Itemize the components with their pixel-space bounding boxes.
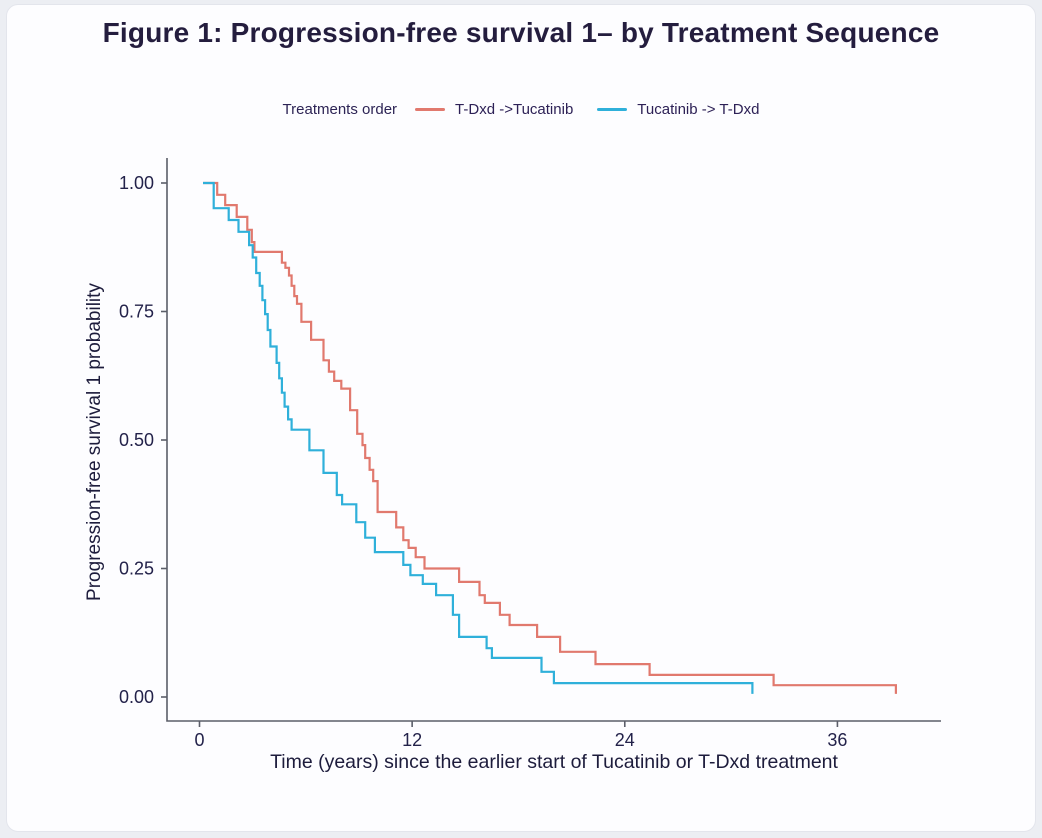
legend-item-1: Tucatinib -> T-Dxd (597, 101, 759, 118)
legend-swatch-0 (415, 108, 446, 111)
legend: Treatments order T-Dxd ->Tucatinib Tucati… (7, 101, 1035, 118)
y-tick-label: 1.00 (119, 173, 154, 193)
x-tick-label: 0 (194, 730, 204, 750)
y-tick-label: 0.25 (119, 559, 154, 579)
figure-title: Figure 1: Progression-free survival 1– b… (102, 17, 940, 48)
x-tick-label: 24 (615, 730, 635, 750)
x-tick-label: 36 (827, 730, 847, 750)
km-curve-0 (203, 181, 897, 694)
y-tick-label: 0.50 (119, 430, 154, 450)
figure-card: Figure 1: Progression-free survival 1– b… (6, 4, 1036, 832)
axis-lines (166, 158, 941, 722)
legend-swatch-1 (597, 108, 628, 111)
x-tick-label: 12 (402, 730, 422, 750)
y-tick-label: 0.75 (119, 302, 154, 322)
x-axis-label: Time (years) since the earlier start of … (270, 751, 838, 773)
legend-label-1: Tucatinib -> T-Dxd (637, 101, 760, 118)
survival-plot: 0 12 24 36 1.00 0.75 0.50 0.25 0.00 (119, 158, 941, 750)
legend-item-0: T-Dxd ->Tucatinib (415, 101, 573, 118)
legend-title: Treatments order (282, 101, 398, 118)
km-curve-1 (203, 181, 754, 694)
legend-items: T-Dxd ->Tucatinib Tucatinib -> T-Dxd (415, 101, 759, 118)
y-tick-label: 0.00 (119, 687, 154, 707)
legend-label-0: T-Dxd ->Tucatinib (455, 101, 574, 118)
y-axis-label: Progression-free survival 1 probability (84, 283, 105, 601)
